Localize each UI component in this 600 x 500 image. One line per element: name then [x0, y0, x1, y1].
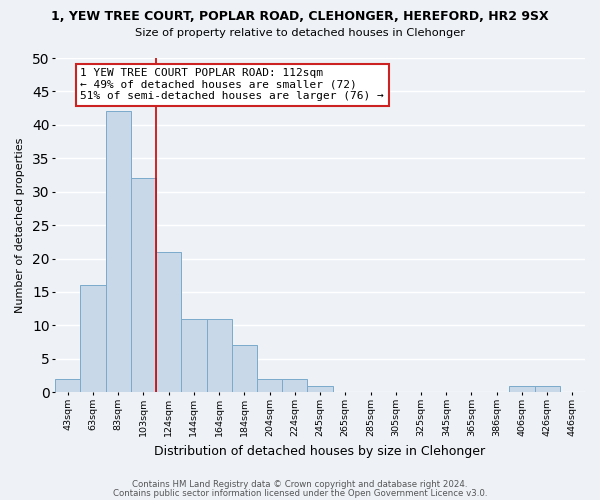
Bar: [535, 386, 560, 392]
Bar: [232, 346, 257, 392]
Text: Size of property relative to detached houses in Clehonger: Size of property relative to detached ho…: [135, 28, 465, 38]
Bar: [206, 318, 232, 392]
Text: 1, YEW TREE COURT, POPLAR ROAD, CLEHONGER, HEREFORD, HR2 9SX: 1, YEW TREE COURT, POPLAR ROAD, CLEHONGE…: [51, 10, 549, 23]
Bar: [80, 286, 106, 392]
Text: Contains HM Land Registry data © Crown copyright and database right 2024.: Contains HM Land Registry data © Crown c…: [132, 480, 468, 489]
X-axis label: Distribution of detached houses by size in Clehonger: Distribution of detached houses by size …: [155, 444, 485, 458]
Text: 1 YEW TREE COURT POPLAR ROAD: 112sqm
← 49% of detached houses are smaller (72)
5: 1 YEW TREE COURT POPLAR ROAD: 112sqm ← 4…: [80, 68, 384, 101]
Bar: [509, 386, 535, 392]
Bar: [156, 252, 181, 392]
Bar: [282, 379, 307, 392]
Text: Contains public sector information licensed under the Open Government Licence v3: Contains public sector information licen…: [113, 488, 487, 498]
Bar: [181, 318, 206, 392]
Bar: [257, 379, 282, 392]
Y-axis label: Number of detached properties: Number of detached properties: [15, 138, 25, 313]
Bar: [307, 386, 332, 392]
Bar: [106, 112, 131, 392]
Bar: [131, 178, 156, 392]
Bar: [55, 379, 80, 392]
